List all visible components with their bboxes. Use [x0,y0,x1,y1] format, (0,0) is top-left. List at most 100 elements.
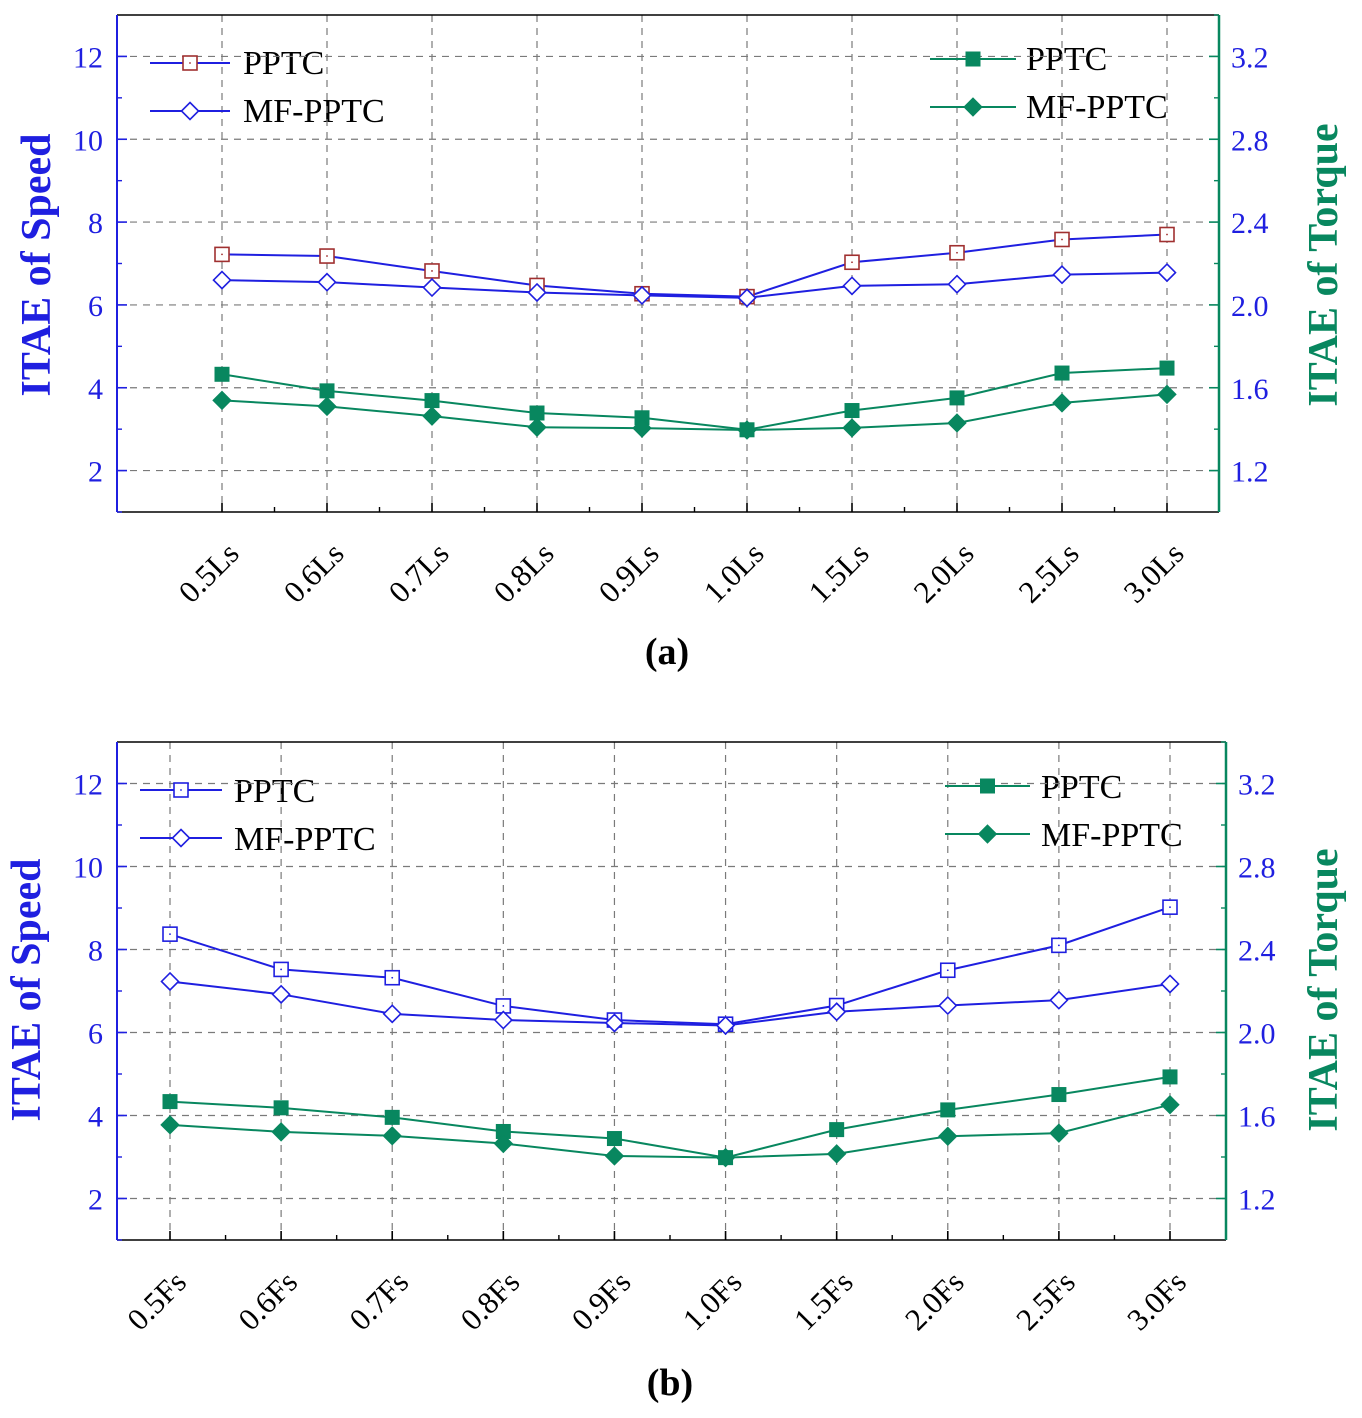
legend-label-speed-mfpptc-b: MF-PPTC [234,821,376,858]
series-line-b-0 [169,906,1171,1026]
data-point-b-0-3-dot [502,1005,505,1007]
data-point-b-0-0-dot [169,933,171,936]
x-tick-label-b-3: 0.8Fs [453,1264,526,1337]
series-line-b-2 [169,1075,1171,1159]
x-tick-label-a-1: 0.6Ls [277,536,351,610]
data-point-b-2-6 [829,1122,845,1138]
data-point-a-3-5 [737,420,757,440]
legend-label-torque-mfpptc-b: MF-PPTC [1041,817,1183,854]
data-point-b-3-7 [938,1126,958,1146]
data-point-a-2-6 [844,403,860,419]
data-point-b-1-6 [827,1002,847,1022]
left-tick-label-a-2: 6 [88,290,103,323]
legend-label-speed-pptc-a: PPTC [243,45,324,82]
data-point-b-0-2-dot [391,976,394,979]
left-tick-label-a-1: 4 [88,373,103,406]
data-point-a-1-9 [1157,262,1177,283]
legend-marker-torque-mfpptc-b [977,824,998,844]
legend-speed-b: PPTC MF-PPTC [234,773,376,858]
data-point-b-3-5 [715,1147,736,1168]
data-point-b-2-0 [162,1094,178,1110]
x-tick-label-b-0: 0.5Fs [120,1264,193,1337]
data-point-b-3-0 [160,1115,180,1135]
chart-panel-b: ITAE of Speed ITAE of Torque (b) PPTC MF… [4,741,1347,1404]
data-point-a-3-0 [212,390,232,411]
x-tick-label-a-8: 2.5Ls [1012,536,1086,610]
left-tick-label-b-2: 6 [88,1018,103,1051]
right-tick-label-a-3: 2.4 [1231,207,1269,240]
x-tick-label-a-5: 1.0Ls [697,536,771,610]
legend-symbols-torque-a [930,51,1016,117]
legend-marker-torque-mfpptc-a [963,97,983,117]
x-tick-label-a-0: 0.5Ls [172,536,246,610]
data-point-b-1-3 [493,1010,513,1030]
data-point-b-1-9 [1160,974,1180,994]
right-axis-title-a: ITAE of Torque [1301,123,1347,406]
data-point-a-3-2 [422,406,442,426]
left-axis-title-b: ITAE of Speed [4,859,50,1122]
x-tick-label-a-7: 2.0Ls [907,536,981,610]
right-tick-label-b-0: 1.2 [1238,1184,1276,1217]
series-line-b-3 [169,1103,1171,1159]
series-b-1-mfpptc-left [160,971,1180,1036]
series-line-a-0 [221,233,1168,298]
series-line-a-3 [221,393,1168,431]
data-point-b-3-8 [1049,1123,1069,1143]
right-axis-title-b: ITAE of Torque [1301,848,1347,1131]
x-tick-label-a-6: 1.5Ls [802,536,876,610]
data-point-a-1-8 [1052,265,1072,285]
right-tick-label-b-2: 2.0 [1238,1018,1276,1051]
data-point-a-0-1-dot [326,255,328,257]
data-point-a-2-7 [949,390,965,406]
data-point-b-0-7-dot [946,969,949,972]
legend-label-speed-mfpptc-a: MF-PPTC [243,93,385,130]
series-a-1-mfpptc-left [212,262,1177,308]
data-point-b-2-9 [1162,1069,1178,1085]
x-tick-label-b-1: 0.6Fs [231,1264,304,1337]
data-point-a-1-5 [737,288,757,308]
legend-marker-torque-pptc-b [980,778,995,794]
legend-marker-speed-pptc-b-dot [180,789,182,791]
series-line-a-2 [221,367,1168,431]
chart-panel-a: ITAE of Speed ITAE of Torque (a) PPTC MF… [14,14,1347,673]
data-point-a-3-4 [632,418,652,438]
data-point-a-0-7-dot [956,251,958,254]
data-point-b-3-6 [826,1144,847,1164]
series-b-3-mfpptc-right [160,1095,1180,1168]
right-tick-label-b-3: 2.4 [1238,935,1276,968]
data-point-a-0-9-dot [1166,233,1168,236]
legend-symbols-torque-b [945,778,1030,844]
legend-label-torque-pptc-b: PPTC [1041,769,1122,806]
series-a-0-pptc-left [214,226,1175,305]
series-b-2-pptc-right [162,1069,1178,1166]
data-point-b-3-3 [493,1133,514,1154]
data-point-a-1-0 [212,270,232,290]
data-point-b-0-9-dot [1169,906,1171,909]
right-tick-label-b-1: 1.6 [1238,1101,1276,1134]
left-tick-label-b-5: 12 [73,769,103,802]
legend-torque-a: PPTC MF-PPTC [1026,41,1168,126]
series-line-b-1 [169,980,1171,1027]
data-point-b-2-2 [384,1109,400,1125]
x-tick-label-b-9: 3.0Fs [1120,1264,1193,1337]
x-tick-label-b-6: 1.5Fs [787,1264,860,1337]
left-tick-label-a-3: 8 [88,207,103,240]
data-point-b-2-1 [273,1100,289,1116]
legend-label-torque-mfpptc-a: MF-PPTC [1026,89,1168,126]
left-tick-label-b-1: 4 [88,1101,103,1134]
right-tick-label-a-5: 3.2 [1231,41,1269,74]
data-point-b-3-2 [382,1126,402,1146]
series-line-a-1 [221,271,1168,299]
data-point-b-0-8-dot [1057,944,1060,947]
data-point-a-3-8 [1052,393,1072,413]
x-tick-label-b-5: 1.0Fs [676,1264,749,1337]
legend-marker-speed-pptc-a-dot [189,62,191,64]
legend-speed-a: PPTC MF-PPTC [243,45,385,130]
series-b-0-pptc-left [162,899,1178,1033]
data-point-a-2-8 [1054,365,1070,381]
data-point-b-3-9 [1160,1095,1180,1115]
data-point-b-2-4 [606,1131,622,1147]
data-point-b-1-5 [715,1015,736,1036]
data-point-a-1-3 [527,282,547,303]
